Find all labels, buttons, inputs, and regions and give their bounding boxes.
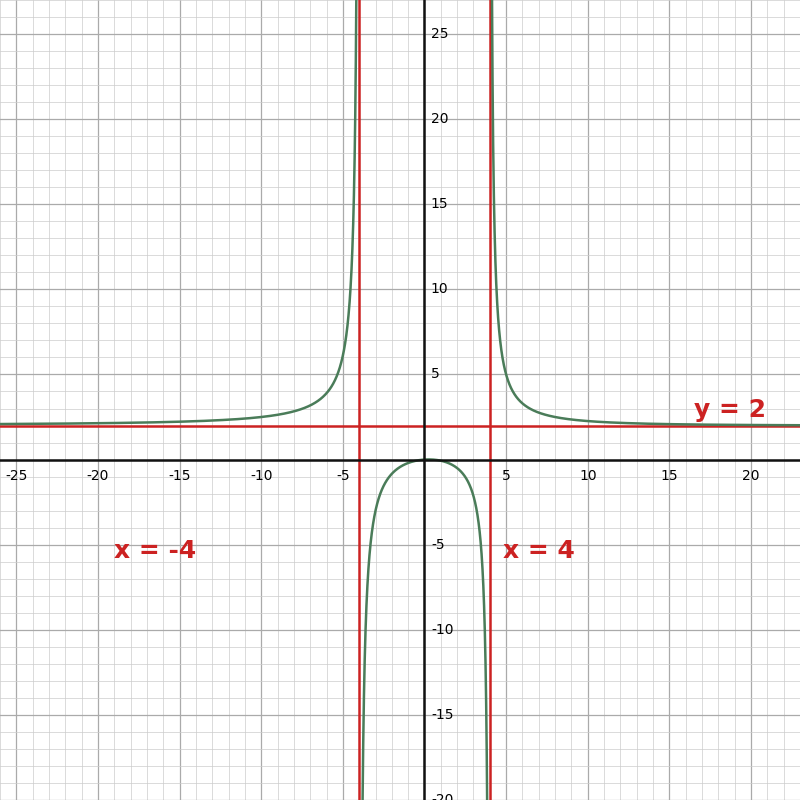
Text: -25: -25: [5, 469, 27, 483]
Text: 5: 5: [502, 469, 510, 483]
Text: -15: -15: [431, 708, 454, 722]
Text: -20: -20: [86, 469, 109, 483]
Text: -5: -5: [336, 469, 350, 483]
Text: x = 4: x = 4: [503, 539, 574, 563]
Text: 15: 15: [431, 198, 449, 211]
Text: -10: -10: [431, 622, 454, 637]
Text: -5: -5: [431, 538, 445, 552]
Text: 20: 20: [431, 112, 448, 126]
Text: 10: 10: [579, 469, 597, 483]
Text: 5: 5: [431, 367, 440, 382]
Text: 20: 20: [742, 469, 760, 483]
Text: -15: -15: [168, 469, 191, 483]
Text: -20: -20: [431, 793, 454, 800]
Text: x = -4: x = -4: [114, 539, 197, 563]
Text: -10: -10: [250, 469, 273, 483]
Text: 15: 15: [661, 469, 678, 483]
Text: y = 2: y = 2: [694, 398, 766, 422]
Text: 25: 25: [431, 27, 448, 41]
Text: 10: 10: [431, 282, 449, 296]
